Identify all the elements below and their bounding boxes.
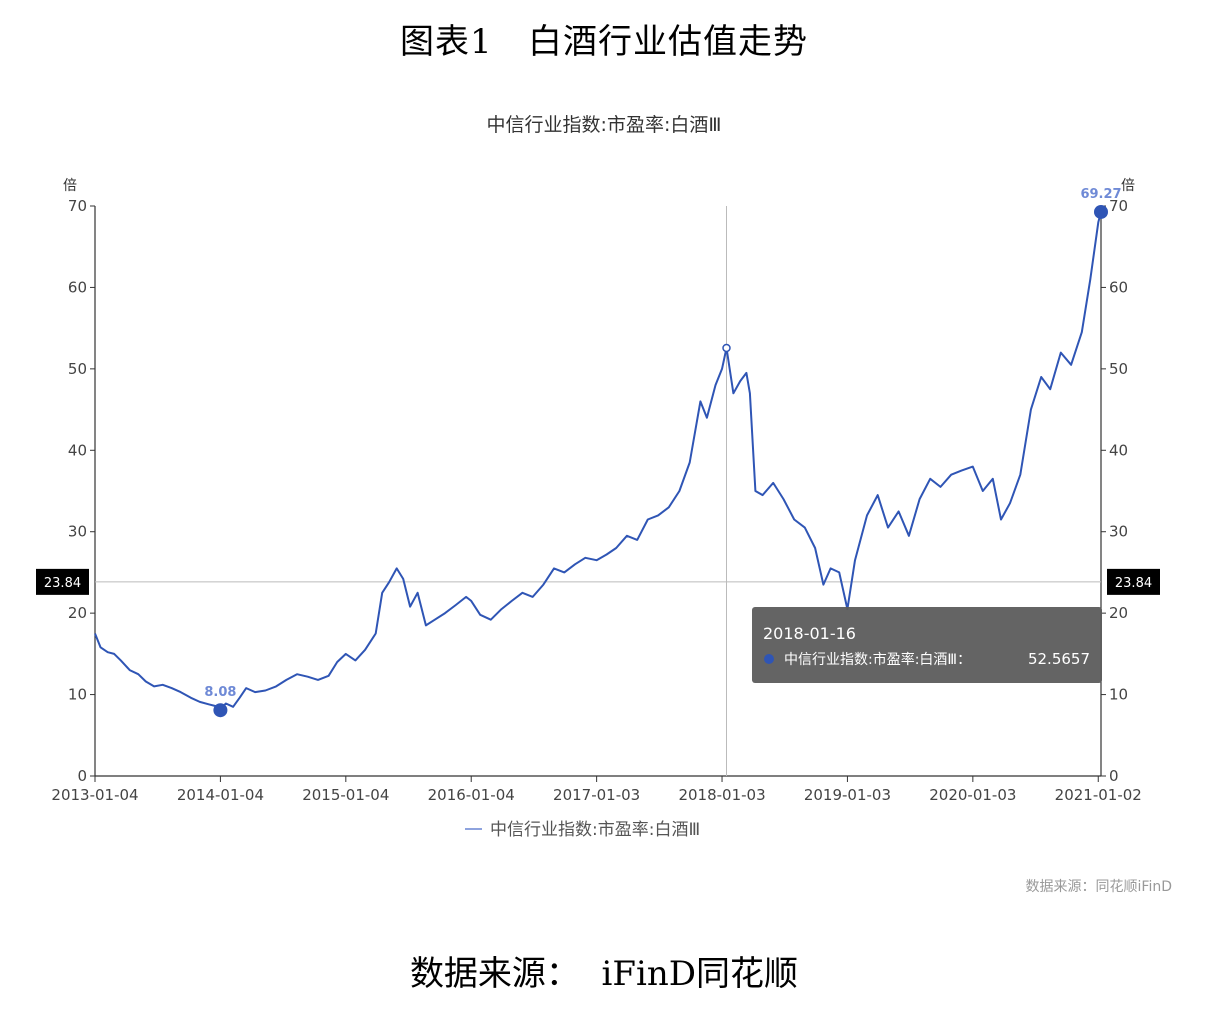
x-tick-label: 2018-01-03 <box>678 786 765 804</box>
x-tick-label: 2021-01-02 <box>1055 786 1142 804</box>
min-point-label: 8.08 <box>204 685 236 700</box>
max-point-marker <box>1094 204 1108 219</box>
y-tick-label-left: 60 <box>68 278 87 296</box>
tooltip-box <box>752 607 1102 683</box>
tooltip-date: 2018-01-16 <box>763 624 856 643</box>
y-tick-label-left: 40 <box>68 441 87 459</box>
y-tick-label-left: 20 <box>68 604 87 622</box>
y-unit-left: 倍 <box>63 178 77 194</box>
series-layer <box>94 211 1102 711</box>
tooltip-value: 52.5657 <box>1028 650 1090 668</box>
y-tick-label-right: 50 <box>1109 360 1128 378</box>
y-tick-label-right: 60 <box>1109 278 1128 296</box>
tooltip: 2018-01-16 中信行业指数:市盈率:白酒Ⅲ： 52.5657 <box>752 607 1102 683</box>
y-tick-label-left: 30 <box>68 523 87 541</box>
y-tick-label-right: 0 <box>1109 767 1119 785</box>
x-tick-label: 2015-01-04 <box>302 786 389 804</box>
x-tick-label: 2019-01-03 <box>804 786 891 804</box>
tooltip-series-label: 中信行业指数:市盈率:白酒Ⅲ： <box>784 651 971 668</box>
x-tick-label: 2020-01-03 <box>929 786 1016 804</box>
y-tick-label-right: 70 <box>1109 197 1128 215</box>
y-tick-label-left: 10 <box>68 686 87 704</box>
y-tick-label-right: 30 <box>1109 523 1128 541</box>
y-tick-label-left: 50 <box>68 360 87 378</box>
crosshair-value-label-right: 23.84 <box>1115 576 1152 591</box>
crosshair-value-label-left: 23.84 <box>44 576 81 591</box>
axes-layer: 0 0 10 10 20 20 30 30 40 40 50 50 60 60 70 70 2013-01-04… <box>51 197 1141 804</box>
y-tick-label-left: 0 <box>77 767 87 785</box>
crosshair-layer: 23.84 23.84 <box>36 206 1160 776</box>
crosshair-value-box-right <box>1107 568 1160 595</box>
x-tick-label: 2013-01-04 <box>51 786 138 804</box>
x-tick-label: 2014-01-04 <box>177 786 264 804</box>
tooltip-series-dot <box>764 654 774 664</box>
y-unit-right: 倍 <box>1121 178 1135 194</box>
max-point-label: 69.27 <box>1080 187 1121 202</box>
annotation-layer: 8.08 69.27 <box>204 187 1122 718</box>
pe-ratio-line-chart: 中信行业指数:市盈率:白酒Ⅲ 倍 倍 0 0 10 10 20 20 30 30 40 40 50 5… <box>36 114 1172 895</box>
x-tick-label: 2017-01-03 <box>553 786 640 804</box>
y-tick-label-right: 20 <box>1109 604 1128 622</box>
series-line <box>94 211 1102 711</box>
y-tick-label-right: 10 <box>1109 686 1128 704</box>
chart-source-note: 数据来源：同花顺iFinD <box>1026 879 1172 895</box>
figure-title: 图表1 白酒行业估值走势 <box>399 22 809 62</box>
x-tick-label: 2016-01-04 <box>428 786 515 804</box>
legend-label: 中信行业指数:市盈率:白酒Ⅲ <box>490 820 700 840</box>
chart-title: 中信行业指数:市盈率:白酒Ⅲ <box>487 114 722 136</box>
crosshair-value-box-left <box>36 568 89 595</box>
hover-point-marker <box>722 343 731 353</box>
y-tick-label-left: 70 <box>68 197 87 215</box>
min-point-marker <box>213 703 228 718</box>
legend[interactable]: 中信行业指数:市盈率:白酒Ⅲ <box>465 820 700 840</box>
source-caption: 数据来源： iFinD同花顺 <box>409 954 799 994</box>
y-tick-label-right: 40 <box>1109 441 1128 459</box>
